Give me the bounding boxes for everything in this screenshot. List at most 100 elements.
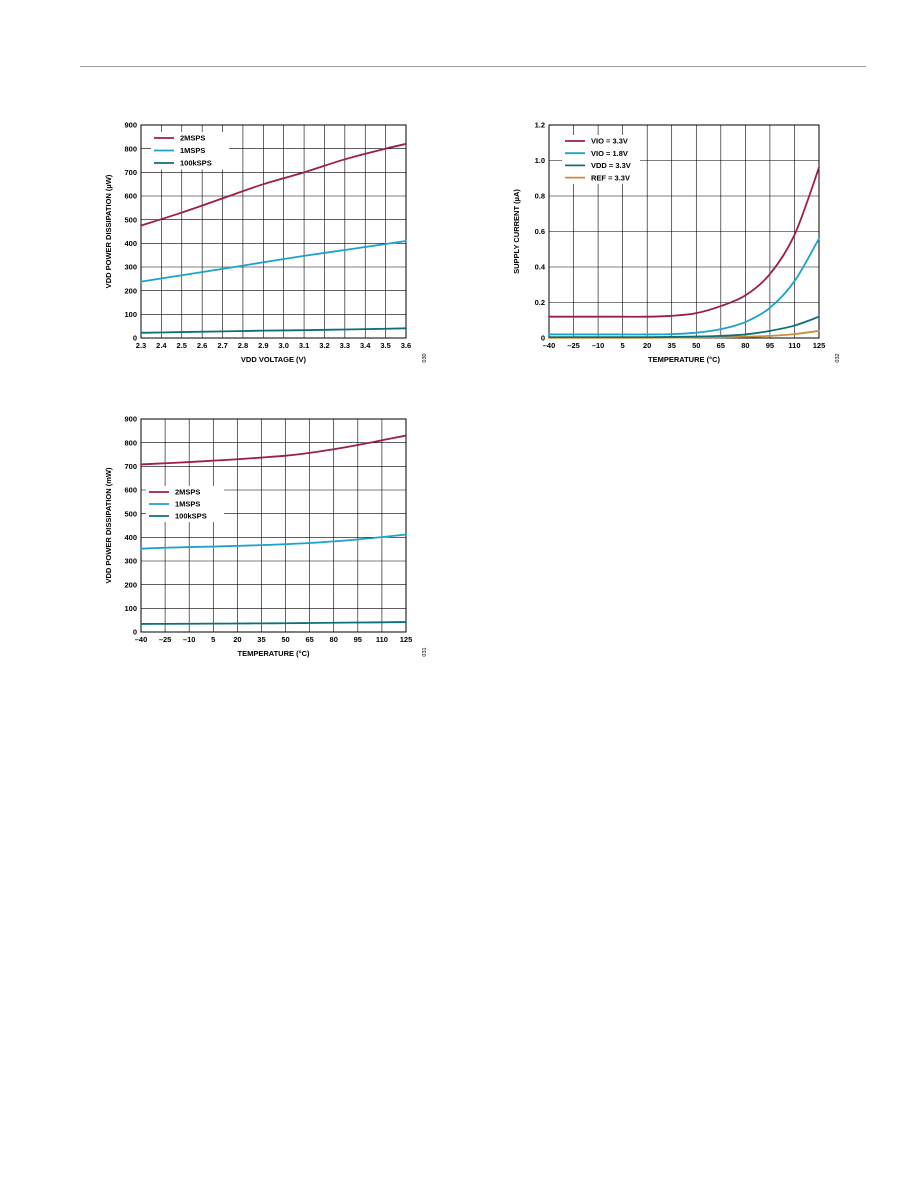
legend-label: 1MSPS xyxy=(175,500,200,509)
x-tick-label: 110 xyxy=(376,635,388,644)
y-tick-label: 700 xyxy=(124,462,137,471)
y-tick-label: 100 xyxy=(124,310,137,319)
grid xyxy=(140,418,407,633)
y-tick-label: 400 xyxy=(124,533,137,542)
x-tick-label: 2.5 xyxy=(177,341,187,350)
x-tick-label: 125 xyxy=(813,341,826,350)
x-tick-label: 3.0 xyxy=(278,341,288,350)
y-tick-label: 200 xyxy=(124,286,137,295)
series-line-2msps xyxy=(140,143,407,227)
x-tick-label: 3.5 xyxy=(380,341,390,350)
x-axis-title: VDD VOLTAGE (V) xyxy=(241,355,307,364)
legend-label: 100kSPS xyxy=(175,512,207,521)
legend: 2MSPS 1MSPS 100kSPS xyxy=(151,132,229,170)
legend-label: 2MSPS xyxy=(175,488,200,497)
series-line-vio-3-3v xyxy=(548,166,820,318)
legend-row-bg xyxy=(562,135,640,148)
x-tick-label: 35 xyxy=(668,341,676,350)
y-tick-label: 0 xyxy=(133,334,137,343)
legend: 2MSPS 1MSPS 100kSPS xyxy=(146,486,224,522)
y-tick-label: 800 xyxy=(124,438,137,447)
x-tick-label: 35 xyxy=(257,635,265,644)
chart-supply-current-vs-temperature: –40 –25 –10 5 20 35 50 65 80 95 110 125 0 0.2 0.4 0.6 0.… xyxy=(512,114,860,379)
series-line-2msps xyxy=(140,434,407,466)
chart-2-svg: –40 –25 –10 5 20 35 50 65 80 95 110 125 0 0.2 0.4 0.6 0.… xyxy=(512,121,841,364)
legend-row-bg xyxy=(151,132,229,145)
x-tick-label: –10 xyxy=(183,635,196,644)
x-tick-label: 2.4 xyxy=(156,341,167,350)
legend-label: 1MSPS xyxy=(180,146,205,155)
y-tick-label: 300 xyxy=(124,263,137,272)
y-tick-label: 0 xyxy=(541,334,545,343)
legend-row-bg xyxy=(562,159,640,172)
plot-frame xyxy=(140,124,407,339)
y-tick-label: 900 xyxy=(124,415,137,424)
legend-label: VDD = 3.3V xyxy=(591,161,631,170)
series-line-100ksps xyxy=(140,327,407,334)
y-axis-title: VDD POWER DISSIPATION (mW) xyxy=(104,467,113,583)
x-tick-label: 5 xyxy=(211,635,215,644)
header-rule xyxy=(80,66,866,67)
x-tick-label: 2.6 xyxy=(197,341,207,350)
x-tick-label: –10 xyxy=(592,341,605,350)
x-tick-label: 2.8 xyxy=(238,341,248,350)
x-tick-label: –40 xyxy=(135,635,148,644)
y-tick-label: 1.2 xyxy=(535,121,545,130)
plot-frame xyxy=(140,418,407,633)
x-tick-label: 3.4 xyxy=(360,341,371,350)
legend-label: VIO = 3.3V xyxy=(591,137,628,146)
legend-row-bg xyxy=(146,486,224,498)
legend-label: 100kSPS xyxy=(180,159,212,168)
y-tick-label: 0.4 xyxy=(535,263,546,272)
y-tick-label: 500 xyxy=(124,509,137,518)
x-tick-label: 5 xyxy=(621,341,625,350)
y-tick-label: 100 xyxy=(124,604,137,613)
legend-label: 2MSPS xyxy=(180,134,205,143)
legend-row-bg xyxy=(146,498,224,510)
chart-1-svg: 2.3 2.4 2.5 2.6 2.7 2.8 2.9 3.0 3.1 3.2 3.3 3.4 3.5 3… xyxy=(104,121,428,364)
x-tick-label: –40 xyxy=(543,341,556,350)
x-tick-label: 110 xyxy=(788,341,800,350)
y-tick-label: 1.0 xyxy=(535,156,545,165)
x-tick-label: 20 xyxy=(643,341,651,350)
legend-row-bg xyxy=(151,144,229,157)
y-tick-label: 800 xyxy=(124,144,137,153)
y-tick-label: 0.2 xyxy=(535,298,545,307)
x-tick-label: –25 xyxy=(567,341,580,350)
y-tick-label: 0 xyxy=(133,628,137,637)
chart-power-vs-voltage: 2.3 2.4 2.5 2.6 2.7 2.8 2.9 3.0 3.1 3.2 3.3 3.4 3.5 3… xyxy=(100,114,430,379)
y-tick-label: 900 xyxy=(124,121,137,130)
x-tick-label: 3.6 xyxy=(401,341,411,350)
figure-code: 030 xyxy=(422,353,428,362)
y-tick-label: 600 xyxy=(124,486,137,495)
x-tick-label: 3.1 xyxy=(299,341,309,350)
x-tick-label: –25 xyxy=(159,635,172,644)
figure-code: 031 xyxy=(422,647,428,656)
x-tick-label: 65 xyxy=(305,635,313,644)
series-line-vdd-3-3v xyxy=(548,315,820,339)
chart-power-vs-temperature: –40 –25 –10 5 20 35 50 65 80 95 110 125 0 100 200 300 40… xyxy=(100,408,430,673)
legend-label: REF = 3.3V xyxy=(591,173,630,182)
y-tick-label: 600 xyxy=(124,192,137,201)
legend: VIO = 3.3V VIO = 1.8V VDD = 3.3V REF = 3.3V xyxy=(562,135,640,184)
y-tick-label: 500 xyxy=(124,215,137,224)
y-axis-title: SUPPLY CURRENT (µA) xyxy=(512,189,521,274)
x-tick-label: 80 xyxy=(330,635,338,644)
legend-row-bg xyxy=(562,147,640,160)
y-tick-label: 300 xyxy=(124,557,137,566)
y-tick-label: 0.8 xyxy=(535,192,545,201)
x-tick-label: 50 xyxy=(692,341,700,350)
legend-row-bg xyxy=(562,171,640,184)
x-tick-label: 2.7 xyxy=(217,341,227,350)
series-lines xyxy=(140,434,407,625)
figure-code: 032 xyxy=(835,353,841,362)
x-tick-label: 95 xyxy=(766,341,774,350)
series-line-vio-1-8v xyxy=(548,237,820,336)
series-lines xyxy=(548,166,820,339)
legend-label: VIO = 1.8V xyxy=(591,149,628,158)
legend-row-bg xyxy=(146,510,224,522)
series-lines xyxy=(140,143,407,334)
y-tick-label: 700 xyxy=(124,168,137,177)
x-tick-label: 3.2 xyxy=(319,341,329,350)
y-tick-label: 200 xyxy=(124,580,137,589)
